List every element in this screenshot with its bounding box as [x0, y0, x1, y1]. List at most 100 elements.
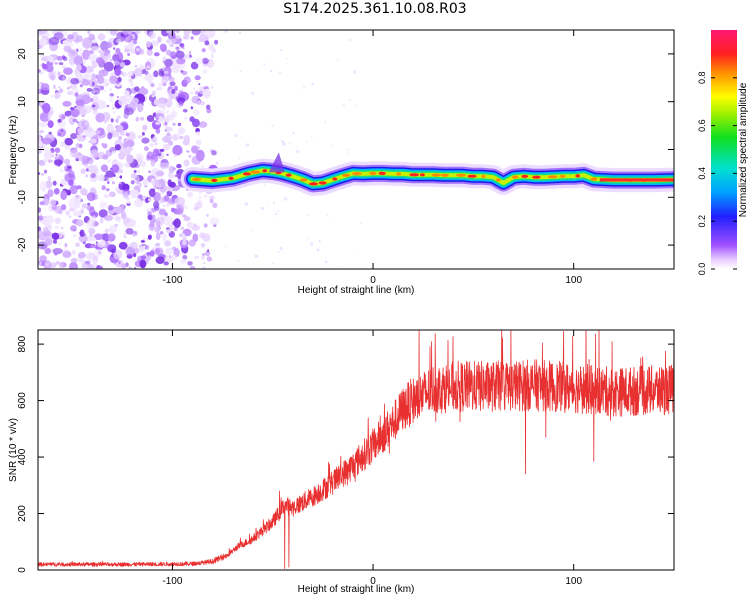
- noise-speck: [170, 254, 178, 260]
- noise-speck: [180, 258, 187, 264]
- noise-speck: [81, 203, 88, 209]
- noise-speck: [71, 31, 79, 42]
- noise-speck: [57, 132, 62, 137]
- noise-speck: [120, 130, 124, 136]
- noise-speck: [212, 251, 214, 253]
- noise-speck: [182, 239, 187, 246]
- noise-speck: [245, 143, 250, 147]
- noise-speck: [174, 153, 177, 158]
- noise-speck: [102, 154, 109, 160]
- noise-speck: [62, 75, 66, 81]
- noise-speck: [39, 181, 47, 191]
- noise-speck: [65, 168, 71, 172]
- noise-speck: [146, 65, 151, 69]
- noise-speck: [73, 55, 84, 66]
- noise-speck: [180, 70, 184, 73]
- noise-speck: [197, 131, 201, 135]
- noise-speck: [92, 95, 100, 105]
- noise-speck: [98, 50, 101, 53]
- noise-speck: [279, 218, 281, 220]
- ridge-hotspot: [211, 178, 218, 182]
- noise-speck: [286, 58, 288, 60]
- noise-speck: [152, 148, 159, 157]
- noise-speck: [208, 61, 215, 67]
- noise-speck: [175, 30, 180, 34]
- noise-speck: [151, 62, 155, 67]
- noise-speck: [38, 81, 42, 90]
- noise-speck: [38, 207, 42, 213]
- noise-speck: [198, 195, 202, 200]
- noise-speck: [157, 99, 166, 109]
- noise-speck: [201, 164, 205, 168]
- noise-speck: [130, 180, 135, 185]
- noise-speck: [62, 100, 72, 107]
- noise-speck: [44, 261, 49, 266]
- noise-speck: [181, 214, 186, 217]
- noise-speck: [53, 239, 57, 244]
- spectrogram-ytick-label: 20: [17, 48, 28, 60]
- noise-speck: [56, 35, 59, 39]
- snr-frame: [37, 329, 675, 571]
- noise-speck: [155, 121, 161, 125]
- noise-speck: [81, 187, 86, 194]
- ridge-hotspot: [532, 175, 541, 179]
- noise-speck: [161, 233, 168, 242]
- noise-speck: [107, 180, 110, 185]
- noise-speck: [172, 167, 176, 171]
- noise-speck: [39, 255, 47, 262]
- figure-title: S174.2025.361.10.08.R03: [283, 1, 467, 17]
- noise-speck: [107, 233, 116, 242]
- spectrogram-ytick-label: 0: [17, 146, 28, 152]
- ridge-hotspot: [332, 177, 338, 181]
- noise-speck: [154, 142, 158, 146]
- noise-speck: [210, 53, 214, 59]
- noise-speck: [166, 202, 170, 208]
- noise-speck: [150, 83, 155, 88]
- noise-speck: [52, 180, 57, 186]
- noise-speck: [75, 99, 85, 106]
- noise-speck: [205, 104, 211, 110]
- noise-speck: [172, 220, 177, 226]
- colorbar-gradient: [711, 30, 737, 269]
- noise-speck: [164, 129, 167, 132]
- noise-speck: [83, 71, 92, 80]
- noise-speck: [78, 132, 83, 137]
- noise-speck: [193, 87, 196, 91]
- noise-speck: [147, 252, 150, 256]
- noise-speckle-layer: [38, 30, 363, 269]
- noise-speck: [205, 250, 211, 257]
- ridge-hotspot: [309, 182, 318, 186]
- noise-speck: [38, 226, 41, 231]
- noise-speck: [188, 51, 192, 54]
- noise-speck: [38, 69, 41, 73]
- noise-speck: [51, 232, 60, 240]
- noise-speck: [54, 225, 59, 229]
- noise-speck: [189, 265, 196, 269]
- noise-speck: [110, 118, 114, 123]
- noise-speck: [153, 70, 159, 78]
- noise-speck: [133, 170, 137, 173]
- noise-speck: [192, 118, 200, 128]
- noise-speck: [89, 214, 97, 224]
- noise-speck: [193, 223, 196, 227]
- noise-speck: [70, 64, 74, 67]
- snr-ylabel: SNR (10 * v/v): [8, 418, 19, 482]
- noise-speck: [301, 88, 303, 90]
- noise-speck: [42, 63, 48, 70]
- noise-speck: [47, 114, 52, 120]
- noise-speck: [331, 144, 333, 146]
- noise-speck: [115, 118, 119, 123]
- noise-speck: [55, 211, 58, 214]
- noise-speck: [277, 210, 280, 213]
- noise-speck: [67, 34, 74, 40]
- noise-speck: [111, 181, 115, 185]
- noise-speck: [106, 188, 110, 192]
- noise-speck: [43, 226, 49, 233]
- noise-speck: [111, 107, 115, 110]
- noise-speck: [60, 190, 68, 201]
- noise-speck: [124, 48, 130, 53]
- noise-speck: [68, 197, 81, 210]
- noise-speck: [39, 201, 45, 206]
- noise-speck: [116, 96, 120, 99]
- noise-speck: [54, 217, 62, 224]
